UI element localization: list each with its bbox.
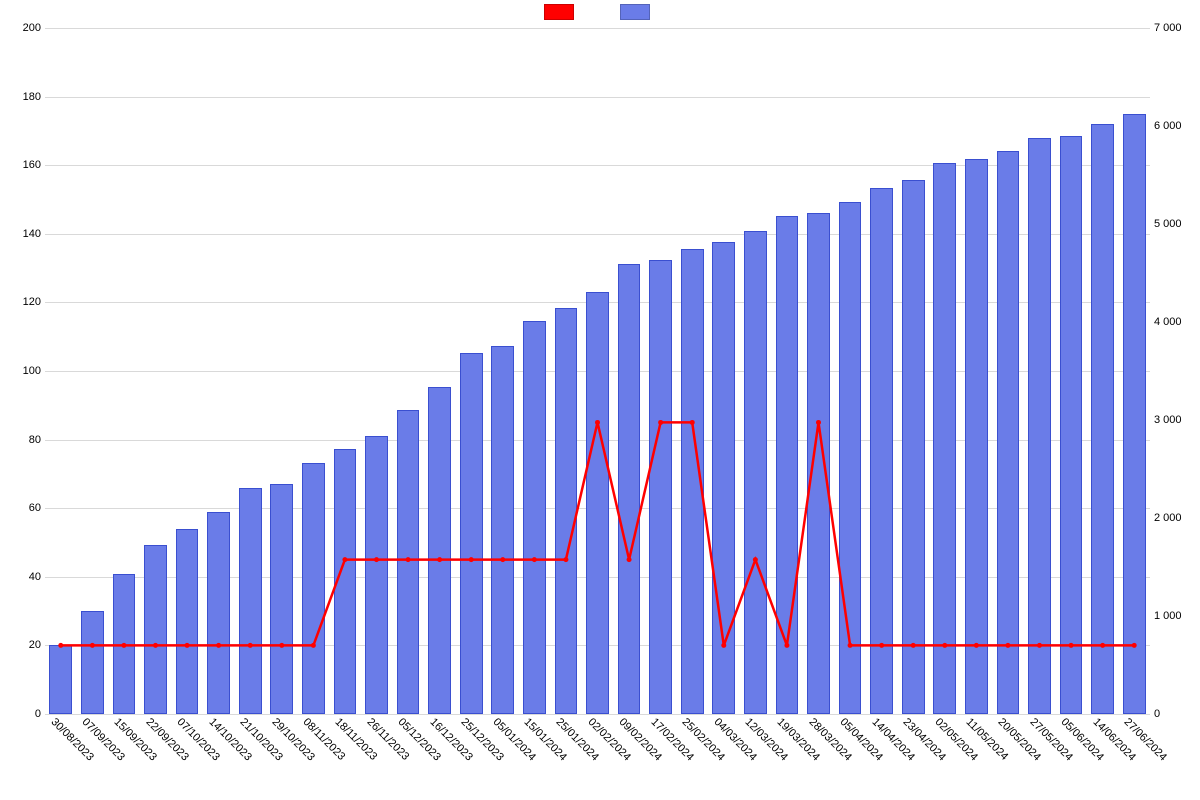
- line-marker: [690, 420, 695, 425]
- line-marker: [974, 643, 979, 648]
- line-marker: [1132, 643, 1137, 648]
- y-tick-left: 180: [23, 91, 41, 103]
- line-marker: [121, 643, 126, 648]
- y-tick-left: 0: [35, 708, 41, 720]
- y-tick-left: 140: [23, 228, 41, 240]
- legend-swatch-line: [544, 4, 574, 20]
- line-path: [61, 422, 1134, 645]
- y-tick-right: 4 000: [1154, 316, 1182, 328]
- line-marker: [469, 557, 474, 562]
- line-marker: [911, 643, 916, 648]
- line-marker: [90, 643, 95, 648]
- x-axis: 30/08/202307/09/202315/09/202322/09/2023…: [45, 714, 1150, 800]
- line-marker: [627, 557, 632, 562]
- y-tick-left: 200: [23, 22, 41, 34]
- y-tick-right: 1 000: [1154, 610, 1182, 622]
- line-marker: [279, 643, 284, 648]
- line-marker: [153, 643, 158, 648]
- line-marker: [1005, 643, 1010, 648]
- line-marker: [595, 420, 600, 425]
- y-tick-left: 80: [29, 434, 41, 446]
- y-tick-left: 20: [29, 639, 41, 651]
- combo-chart: 0 20 40 60 80 100 120 140 160 180 200 0 1 000 2 000 3…: [0, 0, 1200, 800]
- line-marker: [816, 420, 821, 425]
- y-tick-right: 2 000: [1154, 512, 1182, 524]
- y-tick-left: 120: [23, 296, 41, 308]
- line-marker: [942, 643, 947, 648]
- y-tick-right: 3 000: [1154, 414, 1182, 426]
- legend-swatch-bar: [620, 4, 650, 20]
- legend-item-line: [544, 4, 580, 20]
- legend: [0, 4, 1200, 20]
- y-tick-right: 0: [1154, 708, 1160, 720]
- line-marker: [721, 643, 726, 648]
- line-marker: [1069, 643, 1074, 648]
- line-marker: [58, 643, 63, 648]
- line-marker: [248, 643, 253, 648]
- y-axis-left: 020406080100120140160180200: [0, 28, 45, 714]
- y-tick-right: 6 000: [1154, 120, 1182, 132]
- y-tick-left: 40: [29, 571, 41, 583]
- y-tick-right: 5 000: [1154, 218, 1182, 230]
- line-marker: [216, 643, 221, 648]
- y-axis-right: 01 0002 0003 0004 0005 0006 0007 000: [1150, 28, 1200, 714]
- line-series: [45, 28, 1150, 714]
- y-tick-left: 100: [23, 365, 41, 377]
- line-marker: [185, 643, 190, 648]
- line-marker: [1100, 643, 1105, 648]
- line-marker: [879, 643, 884, 648]
- line-marker: [753, 557, 758, 562]
- legend-item-bar: [620, 4, 656, 20]
- line-marker: [500, 557, 505, 562]
- line-marker: [374, 557, 379, 562]
- line-marker: [406, 557, 411, 562]
- line-marker: [658, 420, 663, 425]
- plot-area: [45, 28, 1150, 714]
- line-marker: [532, 557, 537, 562]
- y-tick-right: 7 000: [1154, 22, 1182, 34]
- line-marker: [563, 557, 568, 562]
- line-marker: [1037, 643, 1042, 648]
- line-marker: [784, 643, 789, 648]
- line-marker: [437, 557, 442, 562]
- y-tick-left: 160: [23, 159, 41, 171]
- line-marker: [311, 643, 316, 648]
- line-marker: [848, 643, 853, 648]
- y-tick-left: 60: [29, 502, 41, 514]
- line-marker: [342, 557, 347, 562]
